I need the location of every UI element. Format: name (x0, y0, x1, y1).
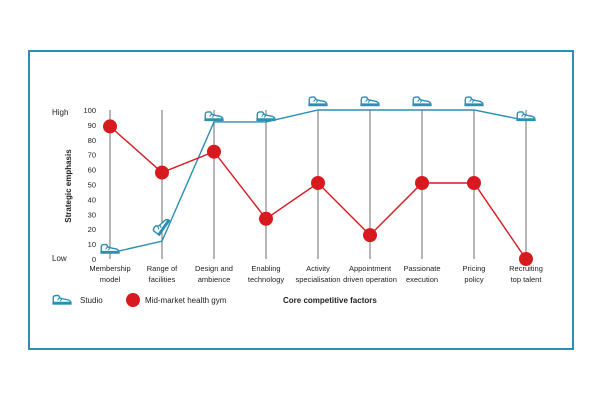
y-tick-label: 50 (88, 181, 96, 190)
legend-label-studio: Studio (80, 296, 103, 305)
studio-shoe-icon (307, 96, 329, 107)
y-tick-label: 10 (88, 240, 96, 249)
y-tick-label: 60 (88, 166, 96, 175)
gym-point (311, 176, 325, 191)
x-category-label: Design and (195, 264, 233, 273)
x-category-label: driven operation (343, 275, 397, 284)
legend-gym-marker (126, 293, 140, 307)
x-category-label: Pricing (463, 264, 486, 273)
legend-studio-shoe-icon (51, 294, 73, 306)
y-low-label: Low (52, 254, 67, 263)
y-tick-label: 40 (88, 195, 96, 204)
x-category-label: specialisation (295, 275, 340, 284)
y-high-label: High (52, 108, 68, 117)
legend-label-gym: Mid-market health gym (145, 296, 227, 305)
studio-shoe-icon (151, 214, 172, 237)
y-axis-label: Strategic emphasis (64, 149, 73, 223)
y-tick-label: 20 (88, 225, 96, 234)
x-category-label: ambience (198, 275, 231, 284)
gym-point (467, 176, 481, 191)
studio-shoe-icon (463, 96, 485, 107)
gym-point (103, 119, 117, 134)
x-category-label: policy (464, 275, 483, 284)
x-category-label: Enabling (251, 264, 280, 273)
gym-point (415, 176, 429, 191)
x-category-label: Activity (306, 264, 330, 273)
x-category-label: facilities (149, 275, 176, 284)
x-category-label: Membership (89, 264, 130, 273)
gym-point (259, 211, 273, 226)
x-category-label: top talent (511, 275, 543, 284)
y-tick-label: 100 (83, 106, 96, 115)
gym-point (207, 144, 221, 159)
x-category-label: execution (406, 275, 438, 284)
gym-point (363, 228, 377, 243)
studio-shoe-icon (359, 96, 381, 107)
legend: Studio Mid-market health gym (51, 293, 227, 307)
x-category-label: Passionate (403, 264, 440, 273)
gym-point (155, 165, 169, 180)
x-category-label: model (100, 275, 121, 284)
chart-frame (28, 50, 574, 350)
y-tick-label: 80 (88, 136, 96, 145)
studio-shoe-icon (411, 96, 433, 107)
y-tick-label: 30 (88, 210, 96, 219)
series-line-studio (109, 109, 527, 254)
x-category-label: Recruiting (509, 264, 543, 273)
y-tick-label: 0 (92, 255, 96, 264)
x-axis-label: Core competitive factors (283, 296, 377, 305)
x-category-label: technology (248, 275, 285, 284)
x-category-label: Range of (147, 264, 178, 273)
gym-point (519, 252, 533, 266)
y-tick-label: 90 (88, 121, 96, 130)
x-category-label: Appointment (349, 264, 392, 273)
y-tick-label: 70 (88, 151, 96, 160)
